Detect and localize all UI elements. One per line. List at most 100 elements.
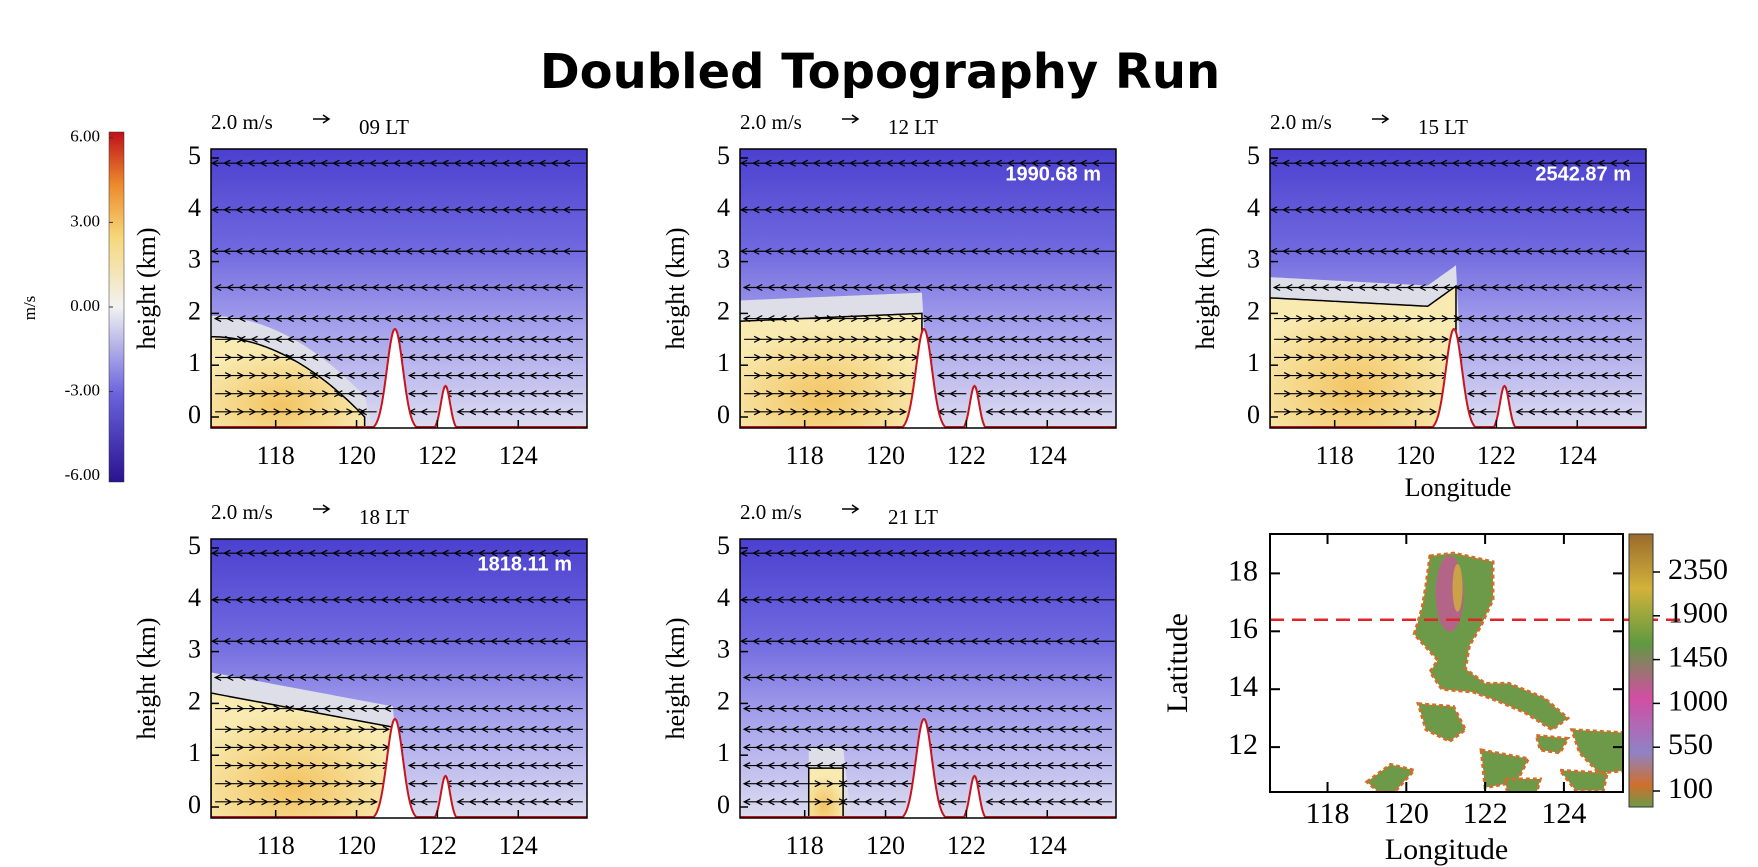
x-tick-label: 118 [257, 831, 295, 860]
y-axis-label: height (km) [661, 617, 690, 739]
elevation-label: 2350 [1668, 553, 1728, 586]
terrain-outline [1270, 328, 1646, 428]
terrain [740, 329, 1116, 428]
cross-section-panel: 0 1 2 3 4 5 118 120 122 124 height (km) 2.0 m/s 18 L… [132, 500, 588, 860]
y-tick-label: 5 [188, 531, 201, 560]
height-annotation: 1990.68 m [1005, 163, 1101, 185]
field [211, 539, 587, 818]
island [1364, 762, 1417, 792]
x-tick-label: 122 [947, 441, 986, 470]
y-tick-label: 0 [188, 790, 201, 819]
colorbar-unit: m/s [20, 296, 39, 321]
height-annotation: 2542.87 m [1535, 163, 1631, 185]
height-annotation: 1818.11 m [477, 553, 572, 575]
colorbar-label: 6.00 [70, 127, 100, 146]
terrain-outline [740, 718, 1116, 818]
x-tick-label: 118 [786, 831, 824, 860]
island [1569, 728, 1623, 775]
y-tick-label: 2 [717, 686, 730, 715]
cross-section-panel: 0 1 2 3 4 5 118 120 122 124 height (km) 2.0 m/s 09 L… [132, 110, 588, 470]
vector-scale: 2.0 m/s [740, 500, 802, 524]
colorbar-label: -6.00 [65, 465, 100, 484]
y-tick-label: 1 [188, 738, 201, 767]
wind-vectors [740, 159, 1115, 416]
x-tick-label: 118 [1316, 441, 1354, 470]
y-tick-label: 1 [717, 738, 730, 767]
x-tick-label: 124 [1028, 441, 1067, 470]
terrain-outline [740, 328, 1116, 428]
terrain [211, 719, 587, 818]
elevation-label: 550 [1668, 728, 1713, 761]
vector-scale: 2.0 m/s [211, 500, 273, 524]
elevation-label: 1000 [1668, 684, 1728, 717]
figure-title: Doubled Topography Run [540, 44, 1220, 100]
wind-vectors [1270, 159, 1645, 416]
wind-vectors [211, 549, 586, 806]
panel-time: 09 LT [359, 115, 409, 139]
y-tick-label: 3 [717, 245, 730, 274]
y-tick-label: 4 [188, 193, 201, 222]
y-tick-label: 2 [188, 686, 201, 715]
vector-arrow [1372, 114, 1390, 124]
elevation-label: 1450 [1668, 640, 1728, 673]
cross-section-panel: 0 1 2 3 4 5 118 120 122 124 height (km) Longitude 2.… [1191, 110, 1647, 502]
field [740, 539, 1116, 818]
terrain-outline [211, 718, 587, 818]
map-x-tick-label: 124 [1541, 797, 1586, 830]
elevation-label: 1900 [1668, 597, 1728, 630]
x-tick-label: 120 [337, 831, 376, 860]
map-x-tick-label: 120 [1384, 797, 1429, 830]
vector-arrow [842, 114, 860, 124]
colorbar-label: 0.00 [70, 296, 100, 315]
highland [1452, 563, 1463, 612]
y-tick-label: 4 [717, 193, 730, 222]
field [211, 149, 587, 428]
x-tick-label: 122 [418, 441, 457, 470]
y-tick-label: 4 [188, 583, 201, 612]
plot-frame [210, 148, 588, 429]
map-panel: 12 14 16 18 118 120 122 124 Longitude Latitude 235… [1161, 533, 1728, 866]
plot-frame [210, 538, 588, 819]
terrain [1270, 329, 1646, 428]
y-tick-label: 2 [717, 296, 730, 325]
plot-frame [1269, 148, 1647, 429]
island [1556, 768, 1610, 792]
vector-scale: 2.0 m/s [740, 110, 802, 134]
y-tick-label: 2 [188, 296, 201, 325]
y-tick-label: 3 [1247, 245, 1260, 274]
wind-vectors [740, 549, 1115, 806]
y-tick-label: 3 [188, 245, 201, 274]
x-tick-label: 120 [1396, 441, 1435, 470]
y-tick-label: 3 [717, 635, 730, 664]
vector-arrow [313, 114, 331, 124]
panel-time: 15 LT [1418, 115, 1468, 139]
y-tick-label: 5 [717, 141, 730, 170]
x-axis-label: Longitude [1405, 473, 1512, 502]
map-frame [1269, 533, 1624, 793]
map-y-tick-label: 14 [1228, 670, 1258, 703]
x-tick-label: 122 [1477, 441, 1516, 470]
vector-arrow [313, 504, 331, 514]
y-axis-label: height (km) [132, 617, 161, 739]
x-tick-label: 124 [499, 441, 538, 470]
terrain [211, 329, 587, 428]
y-tick-label: 4 [717, 583, 730, 612]
cross-section-panel: 0 1 2 3 4 5 118 120 122 124 height (km) 2.0 m/s 12 L… [661, 110, 1117, 470]
wind-vectors [211, 159, 586, 416]
panel-time: 21 LT [888, 505, 938, 529]
island [1416, 702, 1468, 744]
map-y-tick-label: 18 [1228, 554, 1258, 587]
y-tick-label: 5 [717, 531, 730, 560]
panel-time: 12 LT [888, 115, 938, 139]
y-tick-label: 1 [1247, 348, 1260, 377]
elevation-label: 100 [1668, 772, 1713, 805]
island [1479, 748, 1531, 790]
elevation-colorbar [1628, 533, 1654, 808]
cross-section-panel: 0 1 2 3 4 5 118 120 122 124 height (km) 2.0 m/s 21 L… [661, 500, 1117, 860]
x-tick-label: 124 [1558, 441, 1597, 470]
map-x-label: Longitude [1385, 833, 1508, 866]
panel-time: 18 LT [359, 505, 409, 529]
map-y-label: Latitude [1161, 613, 1194, 713]
